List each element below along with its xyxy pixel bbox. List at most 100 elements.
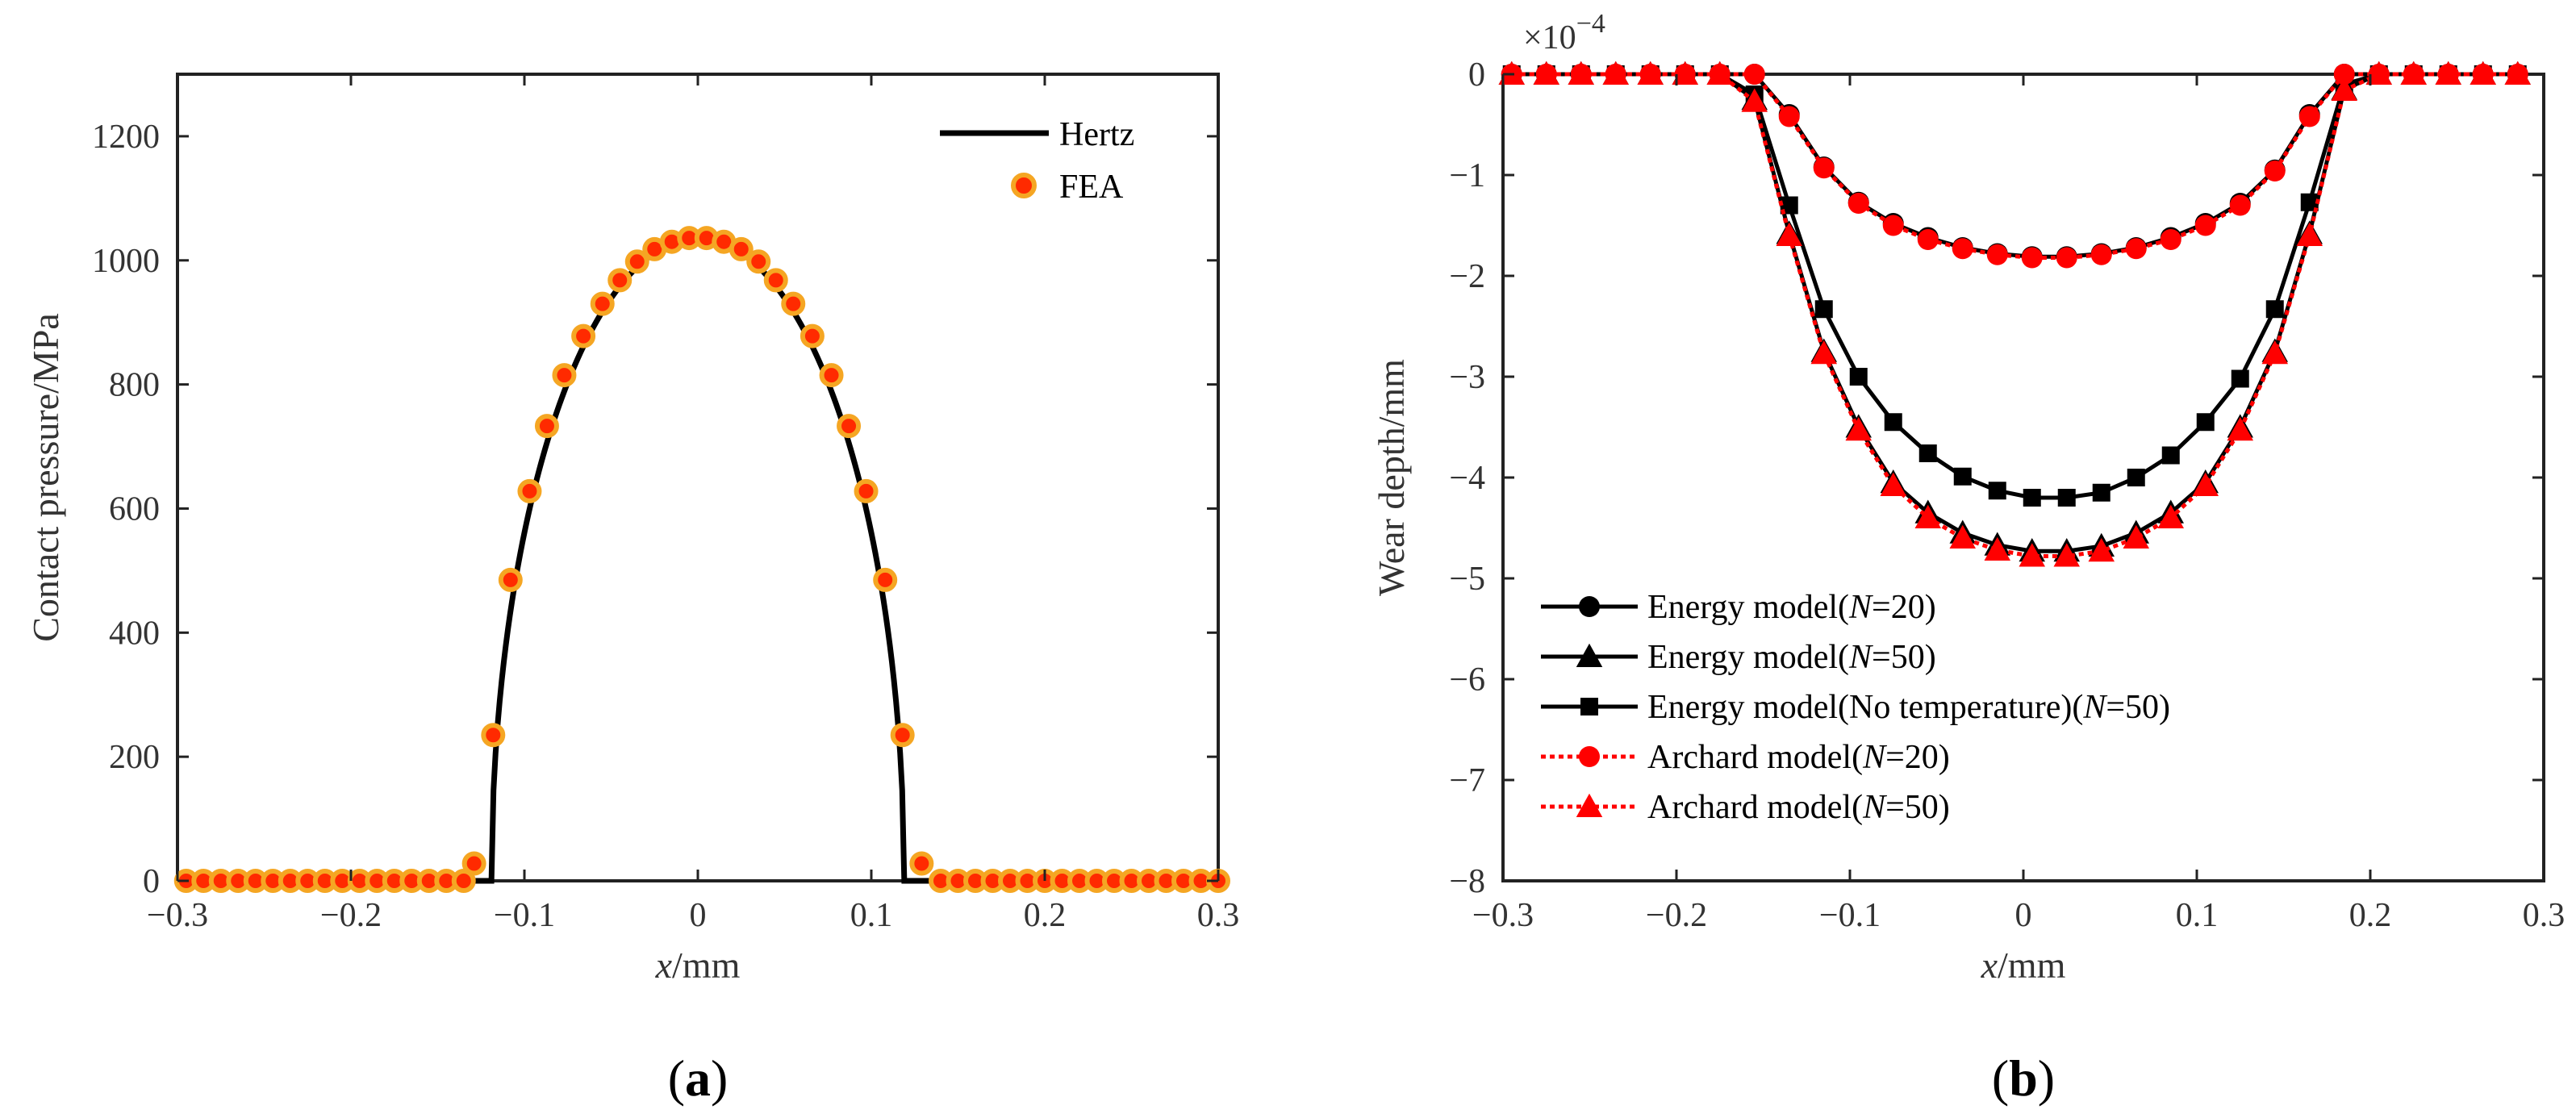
chart-a-xtick-label: 0.2 [1024,897,1067,934]
series-b-point [1984,536,2010,561]
series-b-point [2298,106,2320,127]
series-b-point [2092,483,2110,502]
series-b-point [2261,340,2288,365]
fea-point [819,363,844,388]
series-b-point [2125,238,2147,260]
chart-b-exponent-power: −4 [1576,9,1605,39]
chart-a-ytick-label: 800 [109,367,160,404]
chart-b-ytick-label: −8 [1449,863,1485,900]
fea-point [781,291,806,316]
series-b-point [2090,244,2112,265]
series-b-point [2127,469,2145,486]
chart-a-ytick-label: 600 [109,490,160,528]
legend-hertz-label: Hertz [1059,116,1134,153]
chart-b-exponent: ×10−4 [1523,9,1605,56]
series-b-point [2435,60,2461,85]
series-b-point [1813,157,1835,179]
fea-point [517,478,542,503]
series-b-point [1986,244,2008,265]
fea-point [534,414,559,439]
chart-b-xtick-label: −0.3 [1472,897,1534,934]
series-b-point [1672,60,1698,85]
chart-b-ytick-label: −4 [1449,460,1485,497]
series-b-point [2192,472,2219,496]
series-b-point [2194,215,2216,236]
series-b-point [2227,417,2253,441]
series-b-point [2157,504,2184,528]
series-b-point [2229,194,2251,216]
series-b-point [1637,60,1664,85]
legend-b-swatch-marker [1576,793,1603,817]
series-b-point [1880,472,1906,496]
series-b-point [2023,489,2041,507]
series-b-point [1778,106,1800,127]
chart-a-ytick-label: 0 [143,863,160,900]
chart-b-ytick-label: 0 [1468,56,1485,94]
series-b-point [1776,222,1802,246]
fea-point [909,851,934,876]
chart-a-xtick-label: 0.3 [1197,897,1240,934]
panel-b-label: (b) [1992,1049,2055,1107]
chart-a-xtick-label: −0.2 [320,897,382,934]
series-b-point [1882,215,1904,236]
panel-a-letter: a [685,1049,711,1107]
series-b-point [2333,64,2355,85]
chart-a-xtick-label: −0.3 [147,897,208,934]
fea-point [590,291,615,316]
series-b-point [1918,444,1937,462]
chart-b-ytick-label: −2 [1449,258,1485,295]
chart-a: −0.3 −0.2 −0.1 0 0.1 0.2 0.3 0 200 400 600 800 1000 1… [25,73,1240,1107]
chart-a-legend: Hertz FEA [940,116,1134,206]
series-b-point [2088,538,2115,562]
fea-point [746,249,771,274]
series-b-point [2196,413,2215,432]
series-b-point [1498,60,1525,85]
chart-b-xtick-label: 0.1 [2176,897,2219,934]
chart-b-xlabel-var: x [1981,945,1998,986]
legend-b-label: Energy model(No temperature)(N=50) [1647,689,2170,726]
series-b-point [2021,247,2043,269]
series-b-point [1814,300,1833,319]
series-b-point [1533,60,1559,85]
fea-point [498,567,523,592]
series-b-point [1706,60,1733,85]
legend-fea-label: FEA [1059,169,1124,206]
chart-a-ytick-label: 1000 [92,243,160,280]
chart-b-xtick-label: −0.2 [1646,897,1707,934]
chart-a-ytick-label: 400 [109,615,160,652]
chart-b-ytick-label: −6 [1449,661,1485,699]
series-b-point [2019,543,2045,567]
series-b-point [1741,88,1768,112]
chart-a-xlabel-unit: /mm [672,945,741,986]
series-b-point [1949,524,1976,549]
chart-b-ytick-label: −3 [1449,359,1485,396]
series-b-point [1884,413,1902,432]
legend-b-label: Archard model(N=50) [1647,789,1950,826]
fea-point [873,567,898,592]
series-b-point [1780,196,1798,215]
legend-b-label: Energy model(N=50) [1647,639,1936,676]
chart-b: −0.3 −0.2 −0.1 0 0.1 0.2 0.30−1−2−3−4−5−6−7−8 … [1371,9,2565,1107]
chart-b-legend: Energy model(N=20) Energy model(N=50) Ener… [1541,589,2170,826]
series-b-point [2470,60,2496,85]
series-b-point [1953,467,1972,486]
chart-a-plot-area [176,73,1220,882]
series-b-point [2365,60,2392,85]
legend-b-swatch-marker [1579,746,1600,767]
series-b-point [1568,60,1594,85]
fea-point [729,236,754,261]
series-b-point [2265,300,2284,319]
chart-b-ytick-label: −7 [1449,762,1485,799]
series-b-point [2057,489,2076,507]
chart-b-xlabel-unit: /mm [1998,945,2066,986]
series-b-point [1847,193,1869,214]
fea-point [461,851,486,876]
chart-b-xtick-label: 0.2 [2349,897,2392,934]
chart-a-ylabel: Contact pressure/MPa [25,313,66,642]
series-b-point [1917,229,1939,250]
chart-a-ytick-label: 1200 [92,119,160,156]
chart-b-xlabel: x/mm [1981,945,2066,986]
series-b-point [1952,238,1973,260]
legend-b-swatch-marker [1580,698,1598,715]
panel-a-label: (a) [668,1049,729,1107]
